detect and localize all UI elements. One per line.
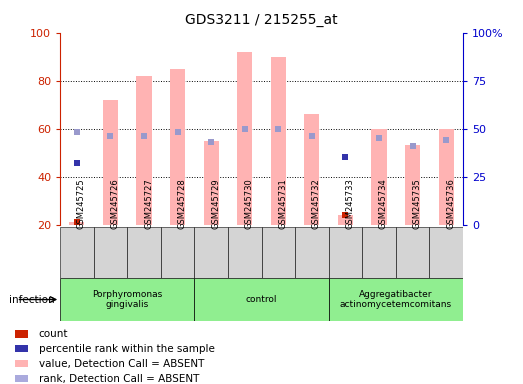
Bar xyxy=(438,129,453,225)
Bar xyxy=(137,76,152,225)
Bar xyxy=(16,360,28,367)
Bar xyxy=(237,52,252,225)
Bar xyxy=(405,146,420,225)
Text: GSM245726: GSM245726 xyxy=(110,179,119,229)
Bar xyxy=(170,69,185,225)
Text: GSM245735: GSM245735 xyxy=(413,179,422,229)
Bar xyxy=(16,345,28,353)
Text: GSM245733: GSM245733 xyxy=(345,178,355,229)
Text: value, Detection Call = ABSENT: value, Detection Call = ABSENT xyxy=(39,359,204,369)
Text: GSM245736: GSM245736 xyxy=(446,178,455,229)
Text: GSM245725: GSM245725 xyxy=(77,179,86,229)
Bar xyxy=(228,227,262,278)
Bar xyxy=(203,141,219,225)
Bar xyxy=(396,227,429,278)
Bar xyxy=(70,222,85,225)
Bar xyxy=(371,129,386,225)
Bar xyxy=(103,100,118,225)
Bar xyxy=(262,227,295,278)
Bar xyxy=(304,114,320,225)
Bar xyxy=(16,375,28,382)
Bar xyxy=(127,227,161,278)
Bar xyxy=(295,227,328,278)
Text: GSM245727: GSM245727 xyxy=(144,179,153,229)
Text: Aggregatibacter
actinomycetemcomitans: Aggregatibacter actinomycetemcomitans xyxy=(339,290,452,309)
Text: GSM245730: GSM245730 xyxy=(245,179,254,229)
Text: GDS3211 / 215255_at: GDS3211 / 215255_at xyxy=(185,13,338,27)
Bar xyxy=(60,227,94,278)
Bar xyxy=(161,227,195,278)
Bar xyxy=(338,215,353,225)
Text: GSM245729: GSM245729 xyxy=(211,179,220,229)
Text: GSM245728: GSM245728 xyxy=(178,179,187,229)
Text: rank, Detection Call = ABSENT: rank, Detection Call = ABSENT xyxy=(39,374,199,384)
Bar xyxy=(328,227,362,278)
Bar xyxy=(195,227,228,278)
Bar xyxy=(16,330,28,338)
Bar xyxy=(271,56,286,225)
Text: count: count xyxy=(39,329,68,339)
Text: GSM245734: GSM245734 xyxy=(379,179,388,229)
Text: infection: infection xyxy=(9,295,55,305)
Bar xyxy=(328,278,463,321)
Text: GSM245731: GSM245731 xyxy=(278,179,287,229)
Text: control: control xyxy=(246,295,277,304)
Bar xyxy=(60,278,195,321)
Text: Porphyromonas
gingivalis: Porphyromonas gingivalis xyxy=(92,290,162,309)
Text: percentile rank within the sample: percentile rank within the sample xyxy=(39,344,214,354)
Bar xyxy=(362,227,396,278)
Bar xyxy=(195,278,328,321)
Bar xyxy=(429,227,463,278)
Bar xyxy=(94,227,127,278)
Text: GSM245732: GSM245732 xyxy=(312,179,321,229)
